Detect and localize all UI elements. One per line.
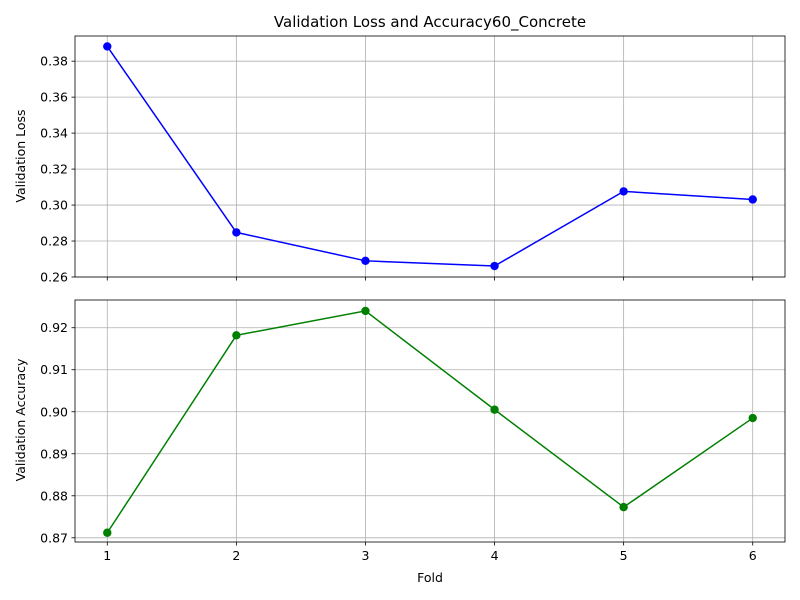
loss-data-point [103,42,112,51]
accuracy-y-tick-label: 0.89 [40,446,68,461]
accuracy-data-point [103,528,112,537]
accuracy-plot-panel: Validation Accuracy Fold 1 2 3 4 5 6 0.87 0.88 0… [13,299,786,585]
accuracy-x-tick-label: 2 [232,548,240,563]
loss-data-point [619,187,628,196]
accuracy-series-line [106,310,754,534]
accuracy-x-tick-label: 1 [103,548,111,563]
accuracy-y-tick-label: 0.90 [40,404,68,419]
accuracy-data-point [619,502,628,512]
accuracy-y-tick-label: 0.91 [40,362,68,377]
loss-plot-panel: Validation Loss 0.26 0.28 0.30 0.32 0.34 0.36… [13,35,786,285]
loss-y-tick-label: 0.32 [40,162,68,177]
loss-axes-frame [74,35,786,278]
accuracy-x-tick-label: 5 [620,548,628,563]
accuracy-axes-frame [74,299,786,543]
accuracy-data-point [361,306,370,316]
accuracy-x-tick-label: 4 [491,548,499,563]
loss-y-tick-label: 0.34 [40,126,68,141]
accuracy-data-point [748,413,757,423]
x-axis-label: Fold [417,570,443,585]
accuracy-y-axis-label: Validation Accuracy [13,358,28,481]
chart-title: Validation Loss and Accuracy60_Concrete [274,13,586,32]
loss-data-point [361,256,370,266]
loss-data-point [490,261,499,271]
loss-y-tick-label: 0.36 [40,90,68,105]
loss-data-point [748,195,757,204]
loss-y-axis-label: Validation Loss [13,109,28,202]
loss-y-tick-label: 0.38 [40,54,68,69]
accuracy-y-tick-label: 0.92 [40,320,68,335]
accuracy-data-point [490,405,499,414]
accuracy-y-tick-label: 0.87 [40,530,68,545]
loss-y-tick-label: 0.30 [40,198,68,213]
accuracy-x-tick-label: 3 [361,548,369,563]
accuracy-x-tick-label: 6 [749,548,757,563]
loss-data-point [232,228,241,237]
loss-y-tick-label: 0.28 [40,234,68,249]
loss-series-line [106,46,753,267]
accuracy-data-point [232,331,241,340]
accuracy-y-tick-label: 0.88 [40,488,68,503]
loss-y-tick-label: 0.26 [40,270,68,285]
